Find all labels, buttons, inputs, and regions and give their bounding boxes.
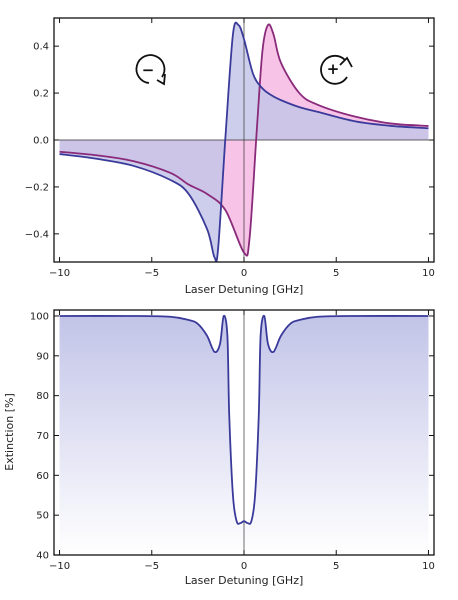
x-tick-label: −5	[144, 268, 159, 279]
x-tick-label: −10	[49, 561, 70, 572]
x-tick-label: 0	[241, 268, 247, 279]
x-axis-title: Laser Detuning [GHz]	[185, 283, 304, 296]
y-axis-ticks: 0.4 0.2 0.0 −0.2 −0.4	[25, 42, 434, 240]
y-axis-ticks: 40 50 60 70 80 90 100	[30, 311, 434, 562]
y-tick-label: 0.2	[33, 89, 49, 100]
x-axis-title: Laser Detuning [GHz]	[185, 574, 304, 587]
x-tick-label: 10	[422, 268, 435, 279]
x-tick-label: 10	[422, 561, 435, 572]
clockwise-arrow-icon	[135, 54, 166, 84]
y-tick-label: 80	[36, 391, 49, 402]
counter-rotation-annotation: −	[135, 54, 166, 86]
arrowhead-icon	[156, 73, 166, 86]
y-axis-title: Extinction [%]	[3, 393, 16, 470]
extinction-chart: −10 −5 0 5 10 40 50 60 70 80 90 100 Laser Detuning…	[3, 309, 435, 587]
blue-series-line	[59, 21, 429, 262]
x-tick-label: 5	[333, 268, 339, 279]
x-axis-ticks: −10 −5 0 5 10	[49, 18, 435, 279]
dispersion-chart: −10 −5 0 5 10 0.4 0.2 0.0 −0.2 −0.4 Laser Detuni…	[25, 17, 435, 296]
counter-clockwise-arrow-icon	[320, 54, 348, 85]
x-tick-label: −10	[49, 268, 70, 279]
y-tick-label: 0.0	[33, 136, 49, 147]
y-tick-label: 0.4	[33, 42, 49, 53]
y-tick-label: 70	[36, 431, 49, 442]
x-tick-label: 0	[241, 561, 247, 572]
y-tick-label: 90	[36, 351, 49, 362]
x-tick-label: −5	[144, 561, 159, 572]
y-tick-label: 60	[36, 471, 49, 482]
y-tick-label: −0.2	[25, 182, 49, 193]
extinction-area-fill	[59, 315, 429, 555]
magenta-series-line	[59, 23, 429, 257]
extinction-series-line	[59, 314, 429, 525]
arrowhead-icon	[339, 56, 353, 68]
y-tick-label: 50	[36, 511, 49, 522]
plus-label: +	[327, 60, 340, 78]
y-tick-label: 100	[30, 311, 49, 322]
co-rotation-annotation: +	[320, 54, 353, 85]
y-tick-label: 40	[36, 551, 49, 562]
minus-label: −	[142, 61, 155, 79]
x-tick-label: 5	[333, 561, 339, 572]
y-tick-label: −0.4	[25, 229, 49, 240]
x-axis-ticks: −10 −5 0 5 10	[49, 310, 435, 572]
